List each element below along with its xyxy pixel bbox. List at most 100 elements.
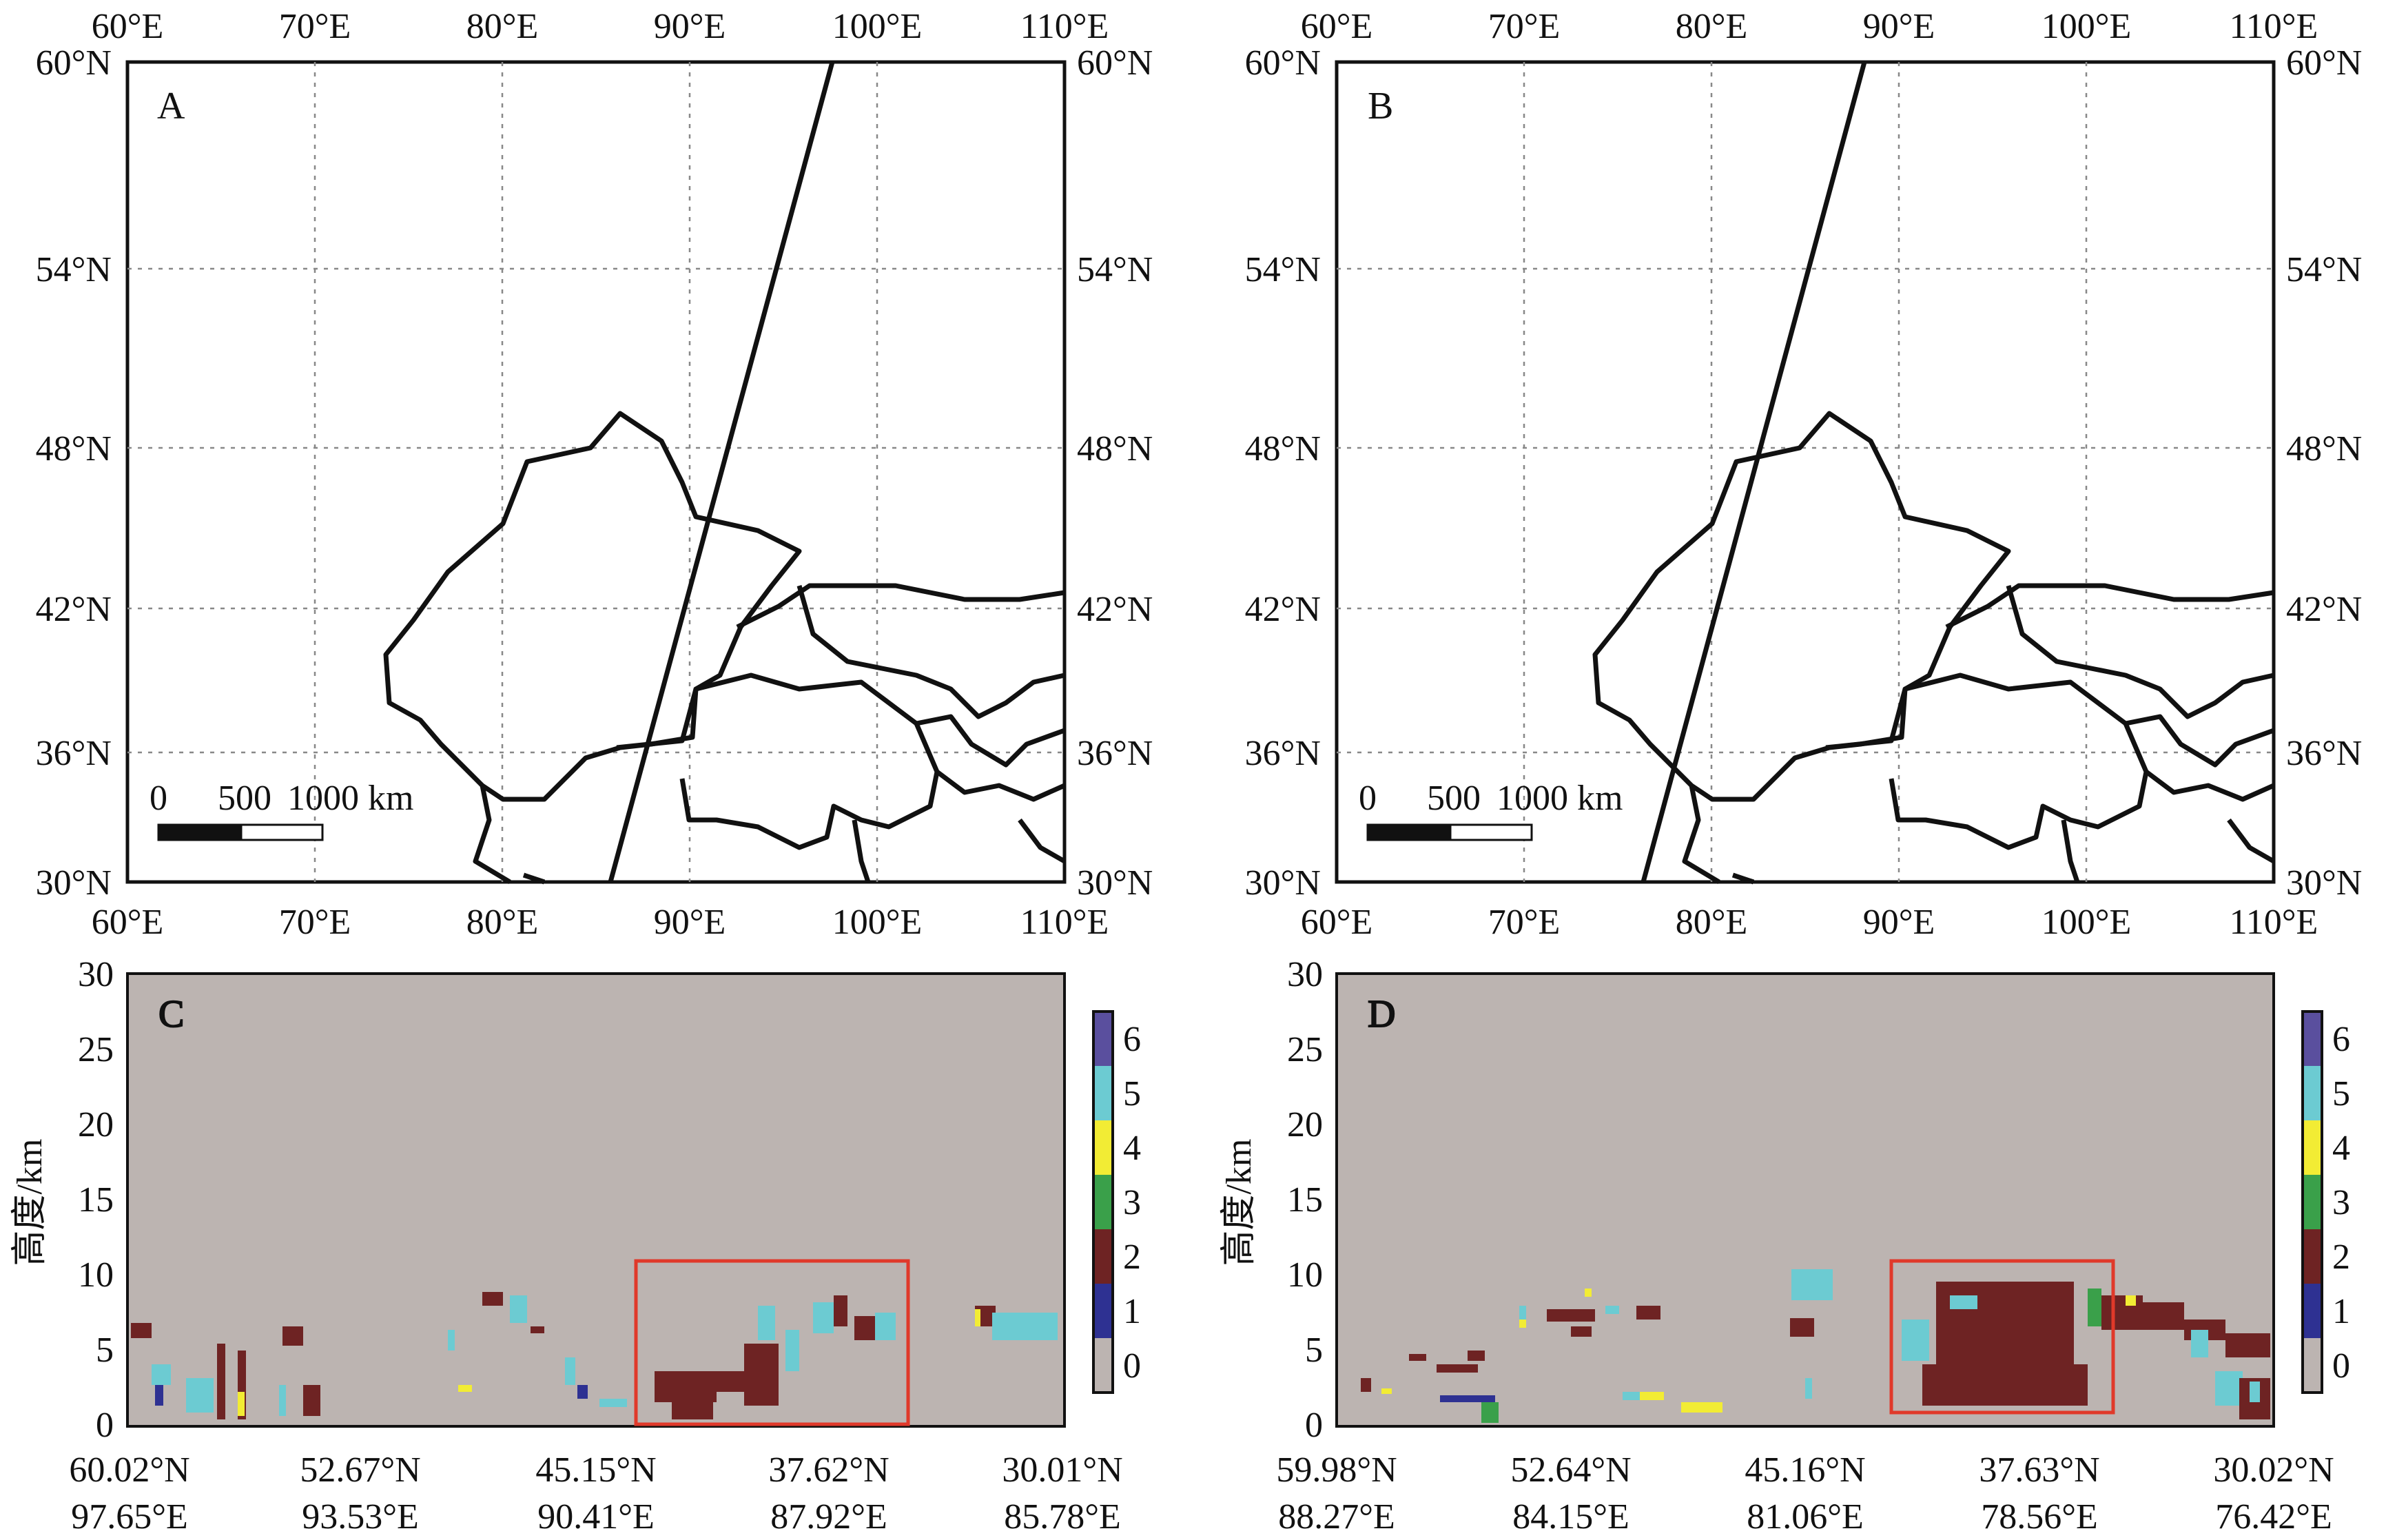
lon-tick: 90°E [1863, 7, 1935, 46]
satellite-track [1641, 61, 1867, 883]
x-tick-lat: 37.63°N [1979, 1450, 2099, 1490]
scale-mid: 500 [218, 779, 271, 818]
y-ticks: 30 25 20 15 10 5 0 [78, 955, 114, 1445]
scale-zero: 0 [1359, 779, 1377, 818]
x-tick-lat: 30.01°N [1002, 1450, 1122, 1490]
lat-tick: 30°N [1245, 863, 1321, 903]
panel-label: B [1368, 85, 1393, 127]
lat-tick: 42°N [1077, 590, 1153, 629]
lon-tick: 60°E [1301, 903, 1373, 942]
y-tick: 30 [1287, 955, 1323, 994]
y-tick: 25 [78, 1030, 114, 1069]
lat-tick: 30°N [36, 863, 112, 903]
lon-tick: 60°E [92, 903, 164, 942]
x-tick-lat: 45.16°N [1745, 1450, 1865, 1490]
scale-bar: 0 500 1000 km [1359, 779, 1623, 841]
lat-tick: 48°N [1077, 429, 1153, 469]
profile-panel-d: 30 25 20 15 10 5 0 高度/km D 59.98°N 88.27… [1220, 955, 2350, 1537]
scale-end: 1000 km [1497, 779, 1623, 818]
lon-tick: 70°E [279, 903, 351, 942]
cloud-type-pixels [1361, 1269, 2270, 1423]
x-tick-lat: 37.62°N [768, 1450, 889, 1490]
lon-tick: 110°E [2230, 903, 2318, 942]
x-tick-lon: 87.92°E [770, 1497, 887, 1537]
lon-tick: 60°E [1301, 7, 1373, 46]
y-tick: 10 [1287, 1255, 1323, 1295]
lon-tick: 90°E [1863, 903, 1935, 942]
map-frame [1335, 60, 2276, 884]
lat-tick: 60°N [1245, 43, 1321, 83]
lon-tick: 80°E [1676, 903, 1748, 942]
lat-tick: 48°N [2286, 429, 2362, 469]
lon-ticks-top: 60°E 70°E 80°E 90°E 100°E 110°E [1301, 7, 2318, 46]
lon-ticks-bottom: 60°E 70°E 80°E 90°E 100°E 110°E [92, 903, 1109, 942]
scale-end: 1000 km [287, 779, 413, 818]
panel-label: C [158, 993, 184, 1036]
highlight-box [634, 1259, 910, 1426]
map-frame [125, 60, 1067, 884]
y-tick: 0 [1305, 1406, 1323, 1445]
colorbar-label: 1 [2332, 1292, 2350, 1331]
colorbar-label: 5 [2332, 1074, 2350, 1113]
lat-tick: 30°N [2286, 863, 2362, 903]
colorbar-label: 6 [1123, 1020, 1141, 1059]
lat-ticks-right: 60°N 54°N 48°N 42°N 36°N 30°N [2286, 43, 2362, 903]
x-tick-lat: 52.67°N [300, 1450, 420, 1490]
lon-ticks-bottom: 60°E 70°E 80°E 90°E 100°E 110°E [1301, 903, 2318, 942]
lon-tick: 60°E [92, 7, 164, 46]
y-axis-label: 高度/km [1220, 1139, 1259, 1266]
lon-tick: 80°E [466, 903, 539, 942]
lat-tick: 36°N [1245, 734, 1321, 773]
x-tick-lat: 60.02°N [69, 1450, 189, 1490]
lat-tick: 36°N [2286, 734, 2362, 773]
lat-tick: 48°N [36, 429, 112, 469]
highlight-box [1889, 1259, 2115, 1415]
x-ticks: 60.02°N 97.65°E 52.67°N 93.53°E 45.15°N … [69, 1450, 1122, 1537]
panel-label: A [157, 85, 185, 127]
profile-background [126, 972, 1066, 1428]
profile-panel-c: 30 25 20 15 10 5 0 高度/km C 60.02°N 97.65… [10, 955, 1141, 1537]
lat-ticks-left: 60°N 54°N 48°N 42°N 36°N 30°N [1245, 43, 1321, 903]
y-tick: 30 [78, 955, 114, 994]
lon-tick: 90°E [654, 7, 726, 46]
scale-mid: 500 [1427, 779, 1481, 818]
map-panel-b: 60°E 70°E 80°E 90°E 100°E 110°E 60°E 70°… [1245, 7, 2363, 942]
lon-tick: 110°E [2230, 7, 2318, 46]
y-axis-label: 高度/km [10, 1139, 50, 1266]
colorbar-label: 4 [2332, 1129, 2350, 1168]
lat-ticks-right: 60°N 54°N 48°N 42°N 36°N 30°N [1077, 43, 1153, 903]
lon-tick: 100°E [2042, 7, 2132, 46]
y-tick: 5 [96, 1331, 114, 1370]
lat-tick: 36°N [1077, 734, 1153, 773]
lat-tick: 60°N [2286, 43, 2362, 83]
lat-tick: 42°N [2286, 590, 2362, 629]
y-tick: 5 [1305, 1331, 1323, 1370]
x-tick-lon: 76.42°E [2215, 1497, 2332, 1537]
x-tick-lat: 59.98°N [1276, 1450, 1397, 1490]
colorbar-label: 3 [1123, 1183, 1141, 1222]
lat-tick: 42°N [36, 590, 112, 629]
x-tick-lon: 78.56°E [1981, 1497, 2098, 1537]
x-tick-lon: 88.27°E [1278, 1497, 1395, 1537]
colorbar-label: 2 [2332, 1238, 2350, 1277]
satellite-track [608, 61, 835, 883]
profile-background [1335, 972, 2275, 1428]
y-tick: 0 [96, 1406, 114, 1445]
lon-tick: 100°E [832, 7, 923, 46]
colorbar: 6 5 4 3 2 1 0 [1092, 1010, 1141, 1394]
lon-tick: 100°E [832, 903, 923, 942]
lat-tick: 60°N [1077, 43, 1153, 83]
colorbar-label: 4 [1123, 1129, 1141, 1168]
x-tick-lat: 45.15°N [535, 1450, 656, 1490]
panel-label: D [1368, 993, 1395, 1036]
lon-tick: 70°E [1488, 903, 1561, 942]
lat-tick: 54°N [1245, 250, 1321, 289]
x-tick-lon: 90.41°E [537, 1497, 655, 1537]
cloud-type-pixels [131, 1292, 1058, 1419]
lon-tick: 80°E [466, 7, 539, 46]
y-tick: 10 [78, 1255, 114, 1295]
x-ticks: 59.98°N 88.27°E 52.64°N 84.15°E 45.16°N … [1276, 1450, 2334, 1537]
lat-tick: 54°N [2286, 250, 2362, 289]
x-tick-lon: 85.78°E [1004, 1497, 1121, 1537]
